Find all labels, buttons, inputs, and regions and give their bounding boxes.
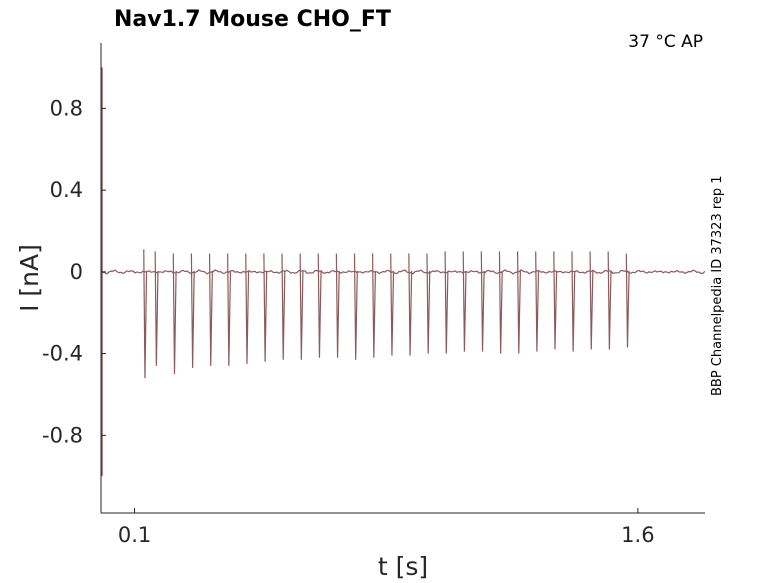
y-axis-label: I [nA] [15, 244, 44, 312]
spike-mark [190, 253, 195, 368]
spike-mark [299, 253, 304, 360]
spike-mark [154, 251, 159, 366]
spike-mark [390, 253, 395, 356]
spike-mark [353, 253, 358, 360]
source-label: BBP Channelpedia ID 37323 rep 1 [710, 175, 725, 396]
condition-annotation: 37 °C AP [628, 32, 703, 52]
y-tick-label: -0.8 [42, 423, 83, 447]
y-tick-label: 0.8 [50, 96, 83, 120]
spike-mark [227, 253, 232, 366]
spike-mark [408, 253, 413, 356]
y-tick-label: 0.4 [50, 178, 83, 202]
x-axis-label: t [s] [378, 552, 428, 581]
spike-mark [335, 253, 340, 358]
spike-mark [462, 251, 467, 352]
spike-mark [516, 251, 521, 354]
y-tick-label: -0.4 [42, 342, 83, 366]
spike-mark [480, 251, 485, 352]
spike-mark [263, 253, 268, 362]
chart-title: Nav1.7 Mouse CHO_FT [114, 7, 391, 32]
spike-mark [625, 253, 630, 348]
spike-mark [498, 251, 503, 354]
spike-mark [372, 253, 377, 358]
spike-mark [281, 253, 286, 360]
y-tick-label: 0 [70, 260, 83, 284]
spike-mark [535, 251, 540, 352]
x-tick-label: 1.6 [621, 523, 654, 547]
spike-mark [589, 251, 594, 350]
x-ticks: 0.1 1.6 [118, 508, 655, 547]
spike-mark [571, 251, 576, 352]
spike-mark [607, 251, 612, 350]
baseline-trace [100, 269, 706, 275]
spike-mark [553, 251, 558, 350]
spike-mark [444, 251, 449, 354]
spike-mark [317, 253, 322, 358]
spike-mark [208, 253, 213, 366]
current-trace-group [100, 67, 706, 477]
spike-mark [245, 253, 250, 364]
plot-area: 0.8 0.4 0 -0.4 -0.8 0.1 1.6 [42, 43, 706, 547]
spike-mark [172, 253, 177, 375]
spike-mark [426, 253, 431, 354]
y-ticks: 0.8 0.4 0 -0.4 -0.8 [42, 96, 106, 447]
spike-mark [143, 249, 148, 379]
x-tick-label: 0.1 [118, 523, 151, 547]
